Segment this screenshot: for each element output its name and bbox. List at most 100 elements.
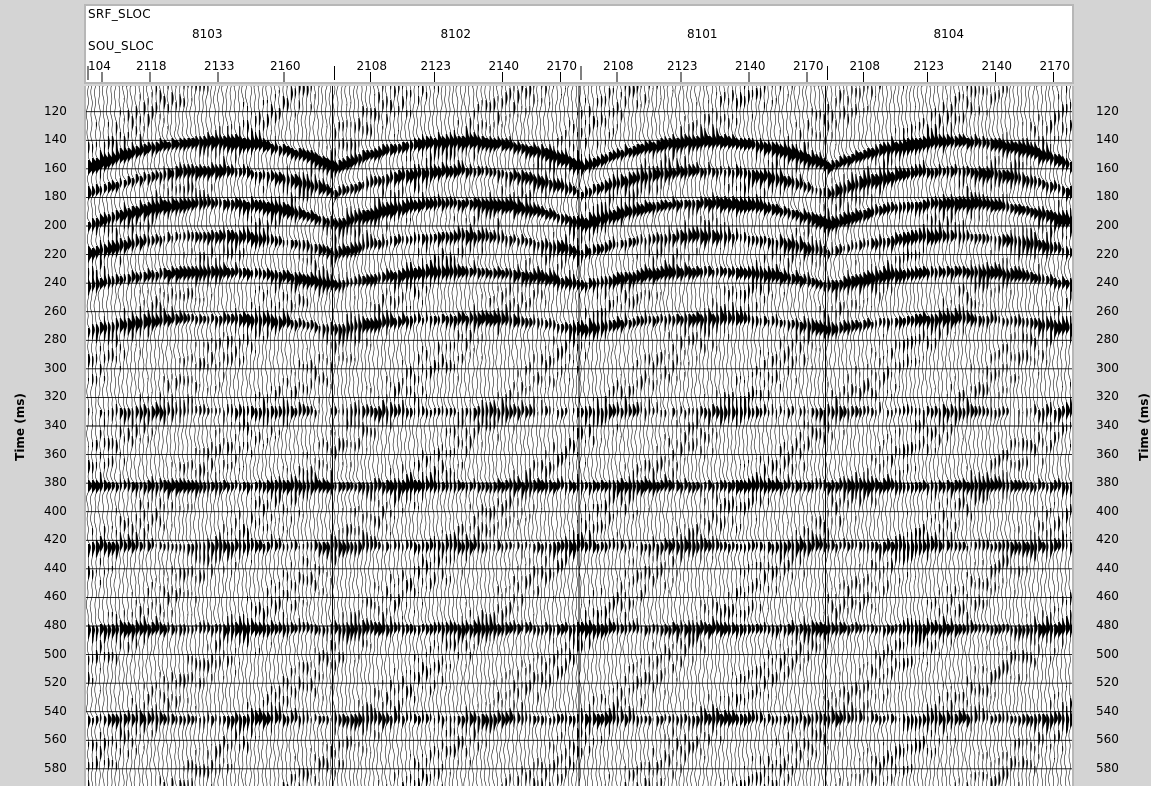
sou-sloc-tick-label: 2140 [489,59,520,73]
y-tick-label-left: 440 [44,560,67,575]
trace-fill [382,86,388,786]
seismic-trace [737,86,747,786]
trace-fill [481,100,488,744]
seismic-trace [149,86,157,786]
seismic-trace [523,86,531,786]
trace-fill [322,156,329,770]
trace-fill [258,112,264,738]
trace-fill [708,100,714,746]
trace-fill [441,136,448,786]
sou-sloc-tick-label: 2140 [982,59,1013,73]
srf-sloc-key-label: SRF_SLOC [88,7,151,21]
y-tick-label-right: 200 [1096,218,1119,232]
seismic-trace [833,86,841,786]
trace-fill [903,86,909,776]
trace-fill [946,98,952,742]
sou-sloc-tick-label: 104 [88,59,111,73]
trace-fill [1018,140,1025,786]
seismic-trace [284,86,293,786]
y-tick-label-right: 420 [1096,532,1119,547]
trace-fill [163,96,170,786]
seismic-trace [117,86,127,786]
trace-fill [314,94,321,786]
seismic-trace [189,86,197,786]
seismic-trace [638,86,647,786]
trace-fill [720,96,727,786]
trace-fill [712,108,717,734]
seismic-trace [248,86,257,786]
sou-sloc-tick-label: 2133 [204,59,235,73]
trace-fill [569,120,575,770]
seismic-trace [1020,86,1028,786]
trace-fill [724,92,730,782]
seismic-trace [924,86,932,786]
seismic-trace [841,86,850,786]
trace-fill [716,92,722,736]
seismic-trace [1063,86,1071,786]
y-tick-label-right: 460 [1096,589,1119,604]
trace-fill [513,86,519,786]
y-tick-label-left: 220 [44,246,67,261]
trace-fill [509,88,515,784]
y-tick-label-right: 180 [1096,189,1119,204]
seismic-trace [940,86,948,786]
trace-fill [588,106,595,754]
y-tick-label-left: 580 [44,760,67,775]
trace-fill [875,96,881,786]
header-ticks: 8103 104 2118 2133 2160 8102 2108 2123 2140 2170 8… [87,27,1070,82]
seismic-trace [586,86,595,786]
seismic-trace [996,86,1004,786]
seismic-trace [527,86,535,786]
seismic-trace [877,86,885,786]
trace-fill [899,140,904,774]
y-tick-label-right: 260 [1096,303,1119,318]
seismic-trace [224,86,234,786]
trace-fill [92,144,99,786]
seismic-trace [356,86,363,786]
y-tick-label-right: 240 [1096,275,1119,290]
seismic-trace [276,86,284,786]
seismic-trace [535,86,543,786]
seismic-trace [352,86,359,786]
seismic-trace [264,86,273,786]
trace-fill [115,122,120,772]
trace-fill [843,90,850,724]
y-tick-label-left: 240 [44,275,67,290]
trace-fill [1058,94,1064,742]
trace-fill [604,96,610,786]
trace-fill [915,106,921,754]
trace-fill [422,86,427,782]
seismic-trace [380,86,389,786]
seismic-trace [912,86,921,786]
seismic-trace [320,86,329,786]
sou-sloc-tick-label: 2123 [667,59,698,73]
trace-fill [728,98,734,728]
srf-sloc-value: 8101 [687,27,718,41]
seismic-trace [821,86,830,786]
seismic-trace [181,86,189,786]
seismic-trace [785,86,794,786]
sou-sloc-tick-label: 2118 [136,59,167,73]
seismic-trace [908,86,917,786]
trace-fill [982,86,987,782]
trace-fill [139,94,145,740]
seismic-trace [336,86,345,786]
trace-fill [962,94,968,724]
trace-fill [783,140,789,786]
seismic-trace [893,86,901,786]
seismic-trace [232,86,242,786]
trace-fill [553,86,559,774]
trace-fill [469,118,476,766]
seismic-trace [97,86,106,786]
seismic-traces [86,86,1072,786]
trace-fill [986,88,992,780]
trace-fill [378,92,384,786]
trace-fill [954,96,961,786]
trace-fill [907,128,914,774]
trace-fill [318,86,324,786]
y-tick-label-left: 120 [44,103,67,118]
trace-fill [640,86,647,786]
trace-fill [891,136,896,784]
seismic-trace [622,86,631,786]
trace-fill [493,98,499,786]
